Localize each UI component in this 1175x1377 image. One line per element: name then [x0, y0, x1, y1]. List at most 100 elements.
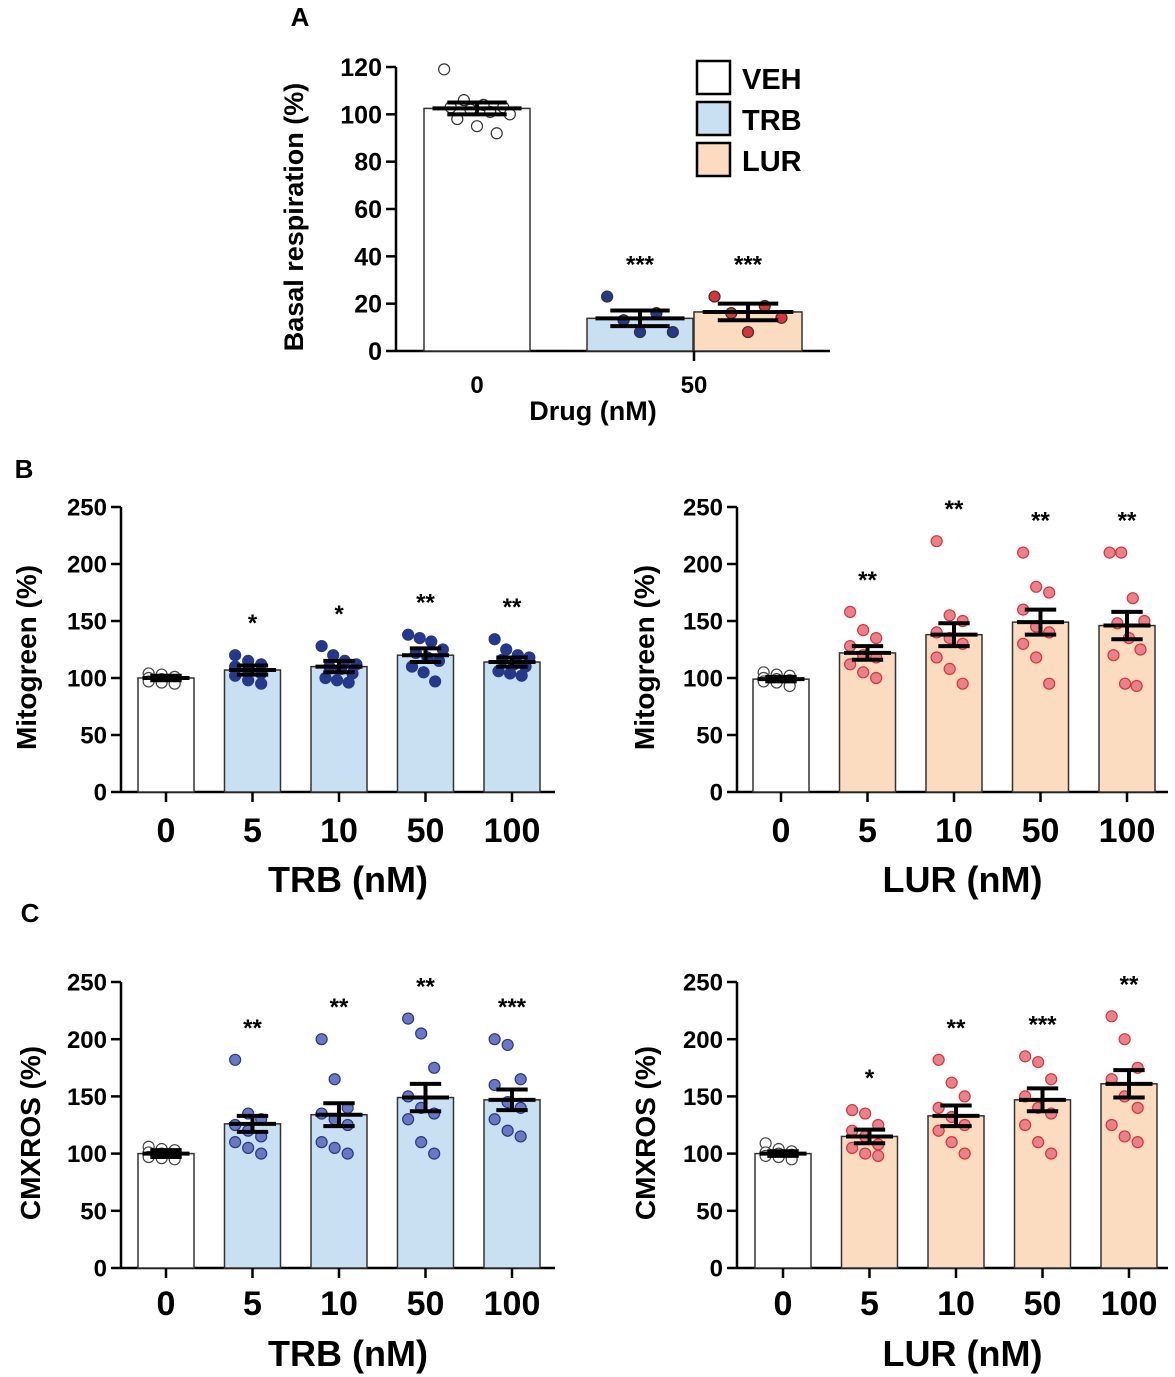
y-tick-label: 0 [710, 1256, 723, 1283]
legend-item-trb: TRB [695, 100, 802, 137]
chart-basal-respiration: 0 20 40 60 80 100 120 Basal respiration (%) *** *… [279, 54, 830, 426]
x-tick-label: 0 [774, 1285, 793, 1323]
data-point [1019, 1118, 1032, 1132]
significance-label: ** [1118, 508, 1137, 535]
data-point [932, 1053, 945, 1066]
y-tick-label: 20 [354, 291, 382, 319]
data-point [328, 1073, 341, 1086]
data-point [470, 120, 484, 133]
data-point [1043, 586, 1056, 599]
data-point [402, 1113, 415, 1126]
data-point [1105, 1010, 1118, 1023]
bar [483, 661, 541, 793]
bar [137, 677, 195, 793]
bar-group-2: ** [310, 994, 368, 1269]
data-point [1107, 649, 1120, 662]
data-point [415, 1136, 428, 1149]
bar [483, 1099, 541, 1269]
bar-group-0 [423, 63, 531, 352]
data-point [415, 1027, 428, 1040]
x-tick-label: 50 [1024, 1285, 1062, 1323]
chart-mitogreen-lur: 0 50 100 150 200 250 Mitogreen (%) 0 ** 5 ** 10 ** 50… [629, 495, 1168, 900]
significance-label: *** [1028, 1011, 1057, 1038]
y-axis-label: CMXROS (%) [630, 1046, 661, 1220]
bar-group-3: ** [396, 590, 455, 793]
data-point [1131, 1136, 1144, 1149]
data-point [1105, 1118, 1118, 1132]
y-tick-label: 80 [354, 149, 382, 177]
data-point [342, 676, 355, 689]
data-point [870, 671, 883, 685]
data-point [1030, 580, 1043, 593]
data-point [857, 624, 870, 637]
bar [754, 1152, 812, 1269]
data-point [1032, 1055, 1045, 1069]
y-tick-label: 60 [354, 196, 382, 224]
legend-swatch [695, 141, 732, 178]
data-point [601, 290, 614, 303]
data-point [930, 535, 943, 548]
bar-group-1: * [840, 1065, 899, 1269]
bar-group-0 [137, 667, 195, 793]
significance-label: ** [858, 567, 877, 594]
y-tick-label: 50 [80, 1198, 107, 1225]
data-point [501, 1124, 514, 1137]
data-point [514, 1130, 527, 1143]
significance-label: *** [734, 252, 763, 279]
legend-swatch [695, 59, 732, 96]
data-point [255, 677, 268, 690]
x-tick-label: 5 [243, 1285, 262, 1323]
x-tick-label: 50 [407, 812, 445, 850]
bar-group-2: *** [693, 252, 803, 352]
y-tick-label: 200 [683, 552, 723, 579]
y-tick-label: 250 [67, 970, 107, 997]
legend-swatch [695, 100, 732, 137]
bar-group-4: *** [483, 994, 541, 1269]
x-axis-label: TRB (nM) [268, 1333, 428, 1374]
y-tick-label: 0 [94, 1256, 107, 1283]
data-point [1130, 679, 1143, 693]
data-point [1043, 677, 1056, 690]
bar-group-3: ** [1011, 508, 1070, 793]
x-axis-label: LUR (nM) [883, 1333, 1043, 1374]
data-point [958, 1147, 971, 1160]
x-tick-label: 10 [937, 1285, 975, 1323]
x-tick-label: 0 [470, 372, 483, 399]
y-tick-label: 50 [80, 723, 107, 750]
y-tick-label: 100 [340, 101, 382, 129]
y-tick-label: 150 [67, 609, 107, 636]
x-tick-label: 0 [157, 1285, 176, 1323]
bar-group-0 [752, 666, 810, 793]
y-tick-label: 50 [696, 1198, 723, 1225]
significance-label: ** [503, 594, 522, 621]
data-point [1045, 1073, 1058, 1086]
x-axis-label: TRB (nM) [268, 859, 428, 900]
chart-cmxros-trb: 0 50 100 150 200 250 CMXROS (%) 0 ** 5 ** 10 ** 50 ***… [15, 970, 555, 1374]
data-point [857, 666, 870, 679]
x-tick-label: 10 [935, 812, 973, 850]
x-tick-label: 50 [1022, 812, 1060, 850]
y-axis-label: Mitogreen (%) [629, 565, 660, 750]
y-axis-label: Basal respiration (%) [279, 83, 309, 352]
data-point [666, 325, 679, 339]
significance-label: ** [1031, 508, 1050, 535]
significance-label: * [248, 610, 258, 637]
legend-item-lur: LUR [695, 141, 802, 178]
data-point [229, 649, 242, 662]
y-tick-label: 100 [67, 1141, 107, 1168]
bar-group-3: ** [396, 974, 455, 1269]
data-point [1017, 637, 1030, 650]
x-tick-label: 50 [681, 372, 708, 399]
y-tick-label: 0 [94, 780, 107, 807]
y-tick-label: 150 [683, 1084, 723, 1111]
data-point [425, 635, 438, 648]
x-tick-label: 100 [1099, 812, 1156, 850]
legend-item-veh: VEH [695, 59, 802, 96]
data-point [500, 643, 513, 656]
y-tick-label: 250 [683, 970, 723, 997]
data-point [708, 290, 721, 303]
panel-label-b: B [15, 454, 34, 484]
significance-label: ** [947, 1015, 966, 1042]
y-tick-label: 250 [67, 495, 107, 522]
data-point [859, 1147, 872, 1160]
